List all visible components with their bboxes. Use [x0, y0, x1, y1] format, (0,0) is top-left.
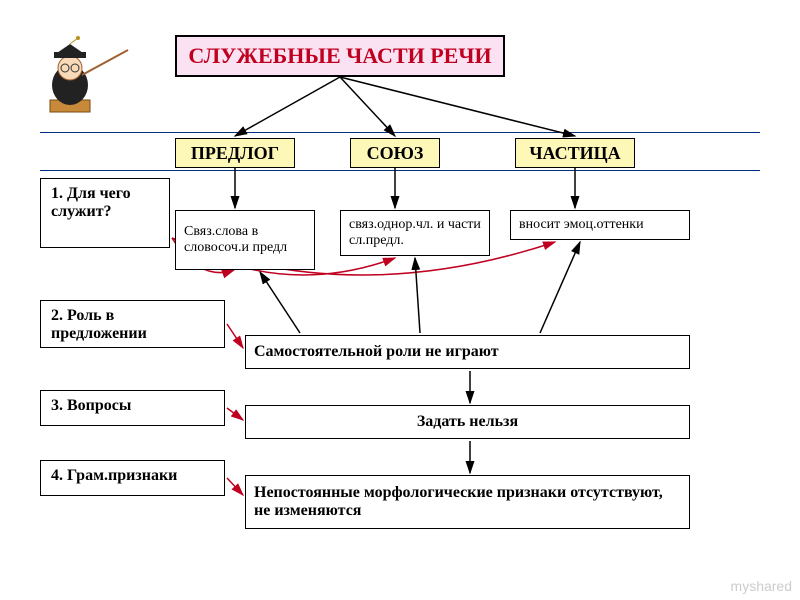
watermark-text: myshared — [731, 578, 792, 594]
a2-text: Самостоятельной роли не играют — [254, 343, 499, 361]
question-2: 2. Роль в предложении — [40, 300, 225, 348]
cat-soyuz-label: СОЮЗ — [367, 143, 424, 164]
answer-4: Непостоянные морфологические признаки от… — [245, 475, 690, 529]
title-text: СЛУЖЕБНЫЕ ЧАСТИ РЕЧИ — [188, 43, 491, 69]
watermark: myshared — [731, 578, 792, 594]
diagram-title: СЛУЖЕБНЫЕ ЧАСТИ РЕЧИ — [175, 35, 505, 77]
q3-text: 3. Вопросы — [51, 397, 131, 415]
desc-chastica: вносит эмоц.оттенки — [510, 210, 690, 240]
cat-chastica-label: ЧАСТИЦА — [529, 143, 620, 164]
answer-2: Самостоятельной роли не играют — [245, 335, 690, 369]
desc-chastica-text: вносит эмоц.оттенки — [519, 217, 644, 233]
desc-predlog-text: Связ.слова в словосоч.и предл — [184, 224, 306, 256]
question-1: 1. Для чего служит? — [40, 178, 170, 248]
question-3: 3. Вопросы — [40, 390, 225, 426]
category-chastica: ЧАСТИЦА — [515, 138, 635, 168]
a3-text: Задать нельзя — [417, 413, 518, 431]
cat-predlog-label: ПРЕДЛОГ — [191, 143, 279, 164]
question-4: 4. Грам.признаки — [40, 460, 225, 496]
desc-soyuz: связ.однор.чл. и части сл.предл. — [340, 210, 490, 256]
answer-3: Задать нельзя — [245, 405, 690, 439]
desc-soyuz-text: связ.однор.чл. и части сл.предл. — [349, 217, 481, 249]
q2-text: 2. Роль в предложении — [51, 307, 214, 343]
category-predlog: ПРЕДЛОГ — [175, 138, 295, 168]
a4-text: Непостоянные морфологические признаки от… — [254, 484, 681, 520]
category-soyuz: СОЮЗ — [350, 138, 440, 168]
q4-text: 4. Грам.признаки — [51, 467, 177, 485]
q1-text: 1. Для чего служит? — [51, 185, 159, 221]
desc-predlog: Связ.слова в словосоч.и предл — [175, 210, 315, 270]
